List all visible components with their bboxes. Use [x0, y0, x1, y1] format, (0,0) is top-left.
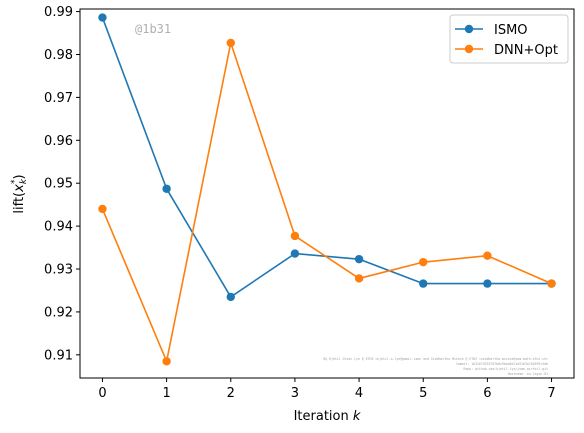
legend-label-ismo: ISMO [494, 23, 528, 38]
series-dnn-opt [98, 38, 556, 366]
x-tick-7: 7 [547, 378, 556, 401]
legend-box [449, 14, 569, 64]
data-point-dnn-opt [98, 204, 107, 214]
x-tick-6: 6 [483, 378, 492, 401]
x-tick-3: 3 [291, 378, 299, 401]
credit-line-4: Hostname: eu-login-01 [508, 372, 548, 376]
y-tick-0: 0.91 [44, 348, 80, 363]
series-line-dnn-opt [101, 42, 552, 363]
data-point-ismo [162, 184, 171, 193]
data-point-dnn-opt [483, 251, 492, 260]
legend-entry-dnn-opt: DNN+Opt [455, 43, 558, 58]
legend: ISMO DNN+Opt [449, 14, 569, 64]
x-tick-label: 3 [291, 386, 299, 401]
legend-entry-ismo: ISMO [455, 23, 528, 38]
credit-line-1: By Kjetil Olsen Lye @ ETHZ <kjetil.o.lye… [323, 357, 548, 361]
y-tick-1: 0.92 [44, 305, 80, 320]
x-tick-label: 1 [162, 386, 170, 401]
watermark: @1b31 [135, 22, 171, 36]
y-tick-5: 0.96 [44, 134, 80, 149]
x-tick-label: 7 [547, 386, 555, 401]
y-tick-7: 0.98 [44, 48, 80, 63]
credit-text: By Kjetil Olsen Lye @ ETHZ <kjetil.o.lye… [323, 357, 548, 376]
plot-area [98, 13, 556, 366]
y-tick-2: 0.93 [44, 263, 80, 278]
y-tick-label: 0.98 [44, 48, 73, 63]
data-point-ismo [419, 279, 428, 288]
y-tick-label: 0.97 [44, 91, 73, 106]
y-axis: 0.91 0.92 0.93 0.94 0.95 0.96 0.97 0.98 0.99 [44, 5, 80, 363]
y-tick-4: 0.95 [44, 177, 80, 192]
x-tick-1: 1 [162, 378, 171, 401]
data-point-dnn-opt [162, 357, 171, 366]
x-tick-2: 2 [227, 378, 235, 401]
data-point-dnn-opt [290, 231, 300, 241]
data-point-dnn-opt [419, 257, 428, 267]
data-point-dnn-opt [547, 279, 556, 288]
x-tick-label: 0 [98, 386, 106, 401]
data-point-ismo [226, 292, 235, 302]
legend-marker-ismo [464, 24, 474, 34]
data-point-ismo [290, 249, 300, 258]
data-point-ismo [483, 279, 492, 288]
x-axis-label: Iteration k [294, 409, 361, 424]
y-tick-label: 0.94 [44, 220, 73, 235]
legend-label-dnn-opt: DNN+Opt [494, 43, 558, 58]
y-tick-label: 0.96 [44, 134, 73, 149]
x-tick-4: 4 [355, 378, 363, 401]
data-point-dnn-opt [226, 38, 235, 48]
x-tick-label: 5 [419, 386, 427, 401]
data-point-ismo [98, 13, 107, 22]
credit-line-3: Repo: github.com:kjetil-lye/ismo_airfoil… [464, 367, 549, 371]
legend-marker-dnn-opt [464, 44, 474, 54]
y-axis-label: lift(xk*) [10, 174, 29, 213]
x-tick-label: 6 [483, 386, 491, 401]
y-tick-6: 0.97 [44, 91, 80, 106]
y-tick-label: 0.92 [44, 305, 73, 320]
data-point-dnn-opt [354, 274, 364, 283]
y-tick-8: 0.99 [44, 5, 80, 20]
y-tick-label: 0.93 [44, 263, 73, 278]
x-axis: 0 1 2 3 4 5 6 7 [98, 378, 556, 401]
y-tick-label: 0.99 [44, 5, 73, 20]
y-tick-label: 0.91 [44, 348, 73, 363]
x-tick-label: 4 [355, 386, 363, 401]
y-tick-label: 0.95 [44, 177, 73, 192]
credit-line-2: Commit: 1b31074553707b8c9bad4d11a9163a7b… [456, 362, 548, 366]
data-point-ismo [354, 254, 364, 264]
x-tick-0: 0 [98, 378, 107, 401]
x-tick-label: 2 [227, 386, 235, 401]
y-tick-3: 0.94 [44, 220, 80, 235]
x-tick-5: 5 [419, 378, 427, 401]
plot-frame [79, 8, 575, 379]
